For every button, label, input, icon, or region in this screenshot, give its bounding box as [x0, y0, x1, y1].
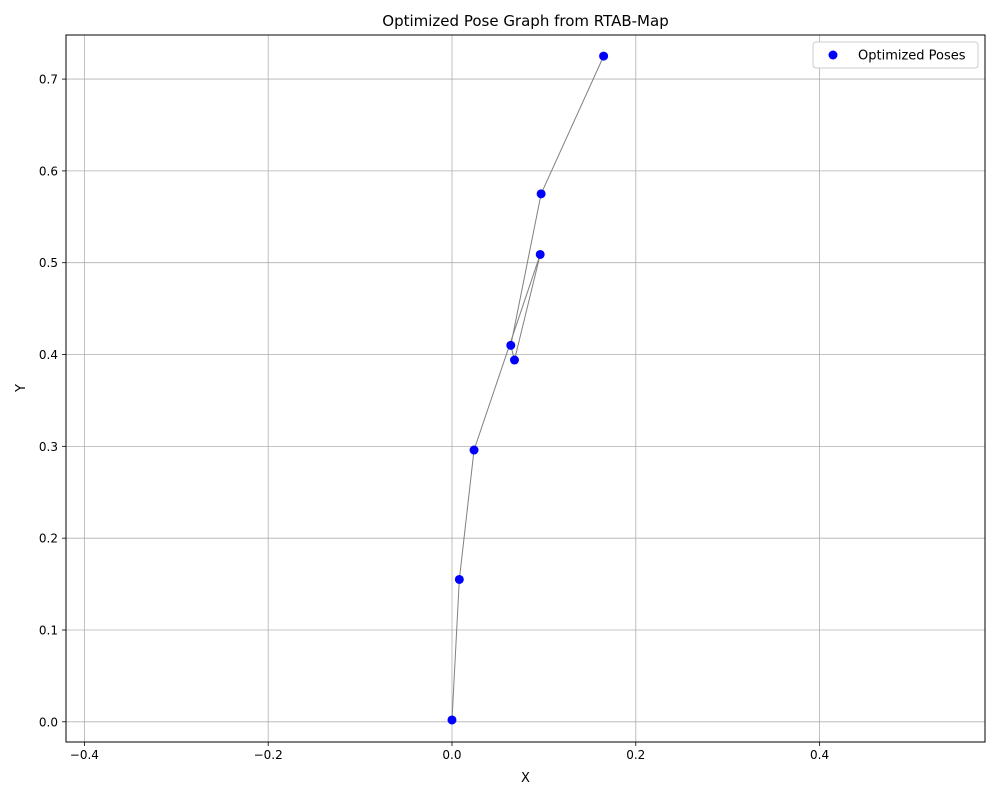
- legend: Optimized Poses: [812, 41, 979, 69]
- pose-edge: [510, 193, 542, 346]
- y-tick-label: 0.1: [39, 623, 58, 637]
- y-tick-label: 0.4: [39, 348, 58, 362]
- x-tick-label: 0.0: [442, 748, 461, 762]
- y-tick-label: 0.3: [39, 440, 58, 454]
- y-axis-ticks: 0.0 0.1 0.2 0.3 0.4 0.5 0.6 0.7: [39, 73, 66, 729]
- legend-label: Optimized Poses: [858, 49, 966, 64]
- x-tick-label: 0.4: [810, 748, 829, 762]
- pose-edge: [513, 254, 541, 361]
- y-tick-label: 0.7: [39, 73, 58, 87]
- x-axis-label: X: [521, 771, 530, 786]
- x-axis-ticks: −0.4 −0.2 0.0 0.2 0.4: [70, 742, 829, 762]
- pose-point: [599, 51, 609, 61]
- chart-title: Optimized Pose Graph from RTAB-Map: [382, 12, 668, 30]
- pose-point: [454, 574, 464, 584]
- legend-marker: [828, 50, 838, 60]
- plot-frame: [65, 34, 986, 743]
- pose-point: [469, 445, 479, 455]
- pose-point: [509, 355, 519, 365]
- pose-point: [447, 715, 457, 725]
- y-tick-label: 0.0: [39, 715, 58, 729]
- pose-point: [506, 340, 516, 350]
- y-axis-label: Y: [14, 384, 29, 393]
- pose-edge: [458, 449, 475, 580]
- pose-edge: [540, 55, 605, 195]
- y-tick-label: 0.5: [39, 256, 58, 270]
- y-tick-label: 0.2: [39, 532, 58, 546]
- x-tick-label: 0.2: [626, 748, 645, 762]
- pose-edge: [451, 579, 460, 720]
- pose-point: [535, 249, 545, 259]
- pose-points: [447, 51, 609, 725]
- y-tick-label: 0.6: [39, 164, 58, 178]
- pose-point: [536, 189, 546, 199]
- x-tick-label: −0.2: [254, 748, 283, 762]
- pose-edge: [473, 254, 541, 451]
- grid-lines: [66, 35, 985, 742]
- x-tick-label: −0.4: [70, 748, 99, 762]
- pose-edges: [451, 55, 605, 720]
- legend-box: [812, 41, 979, 69]
